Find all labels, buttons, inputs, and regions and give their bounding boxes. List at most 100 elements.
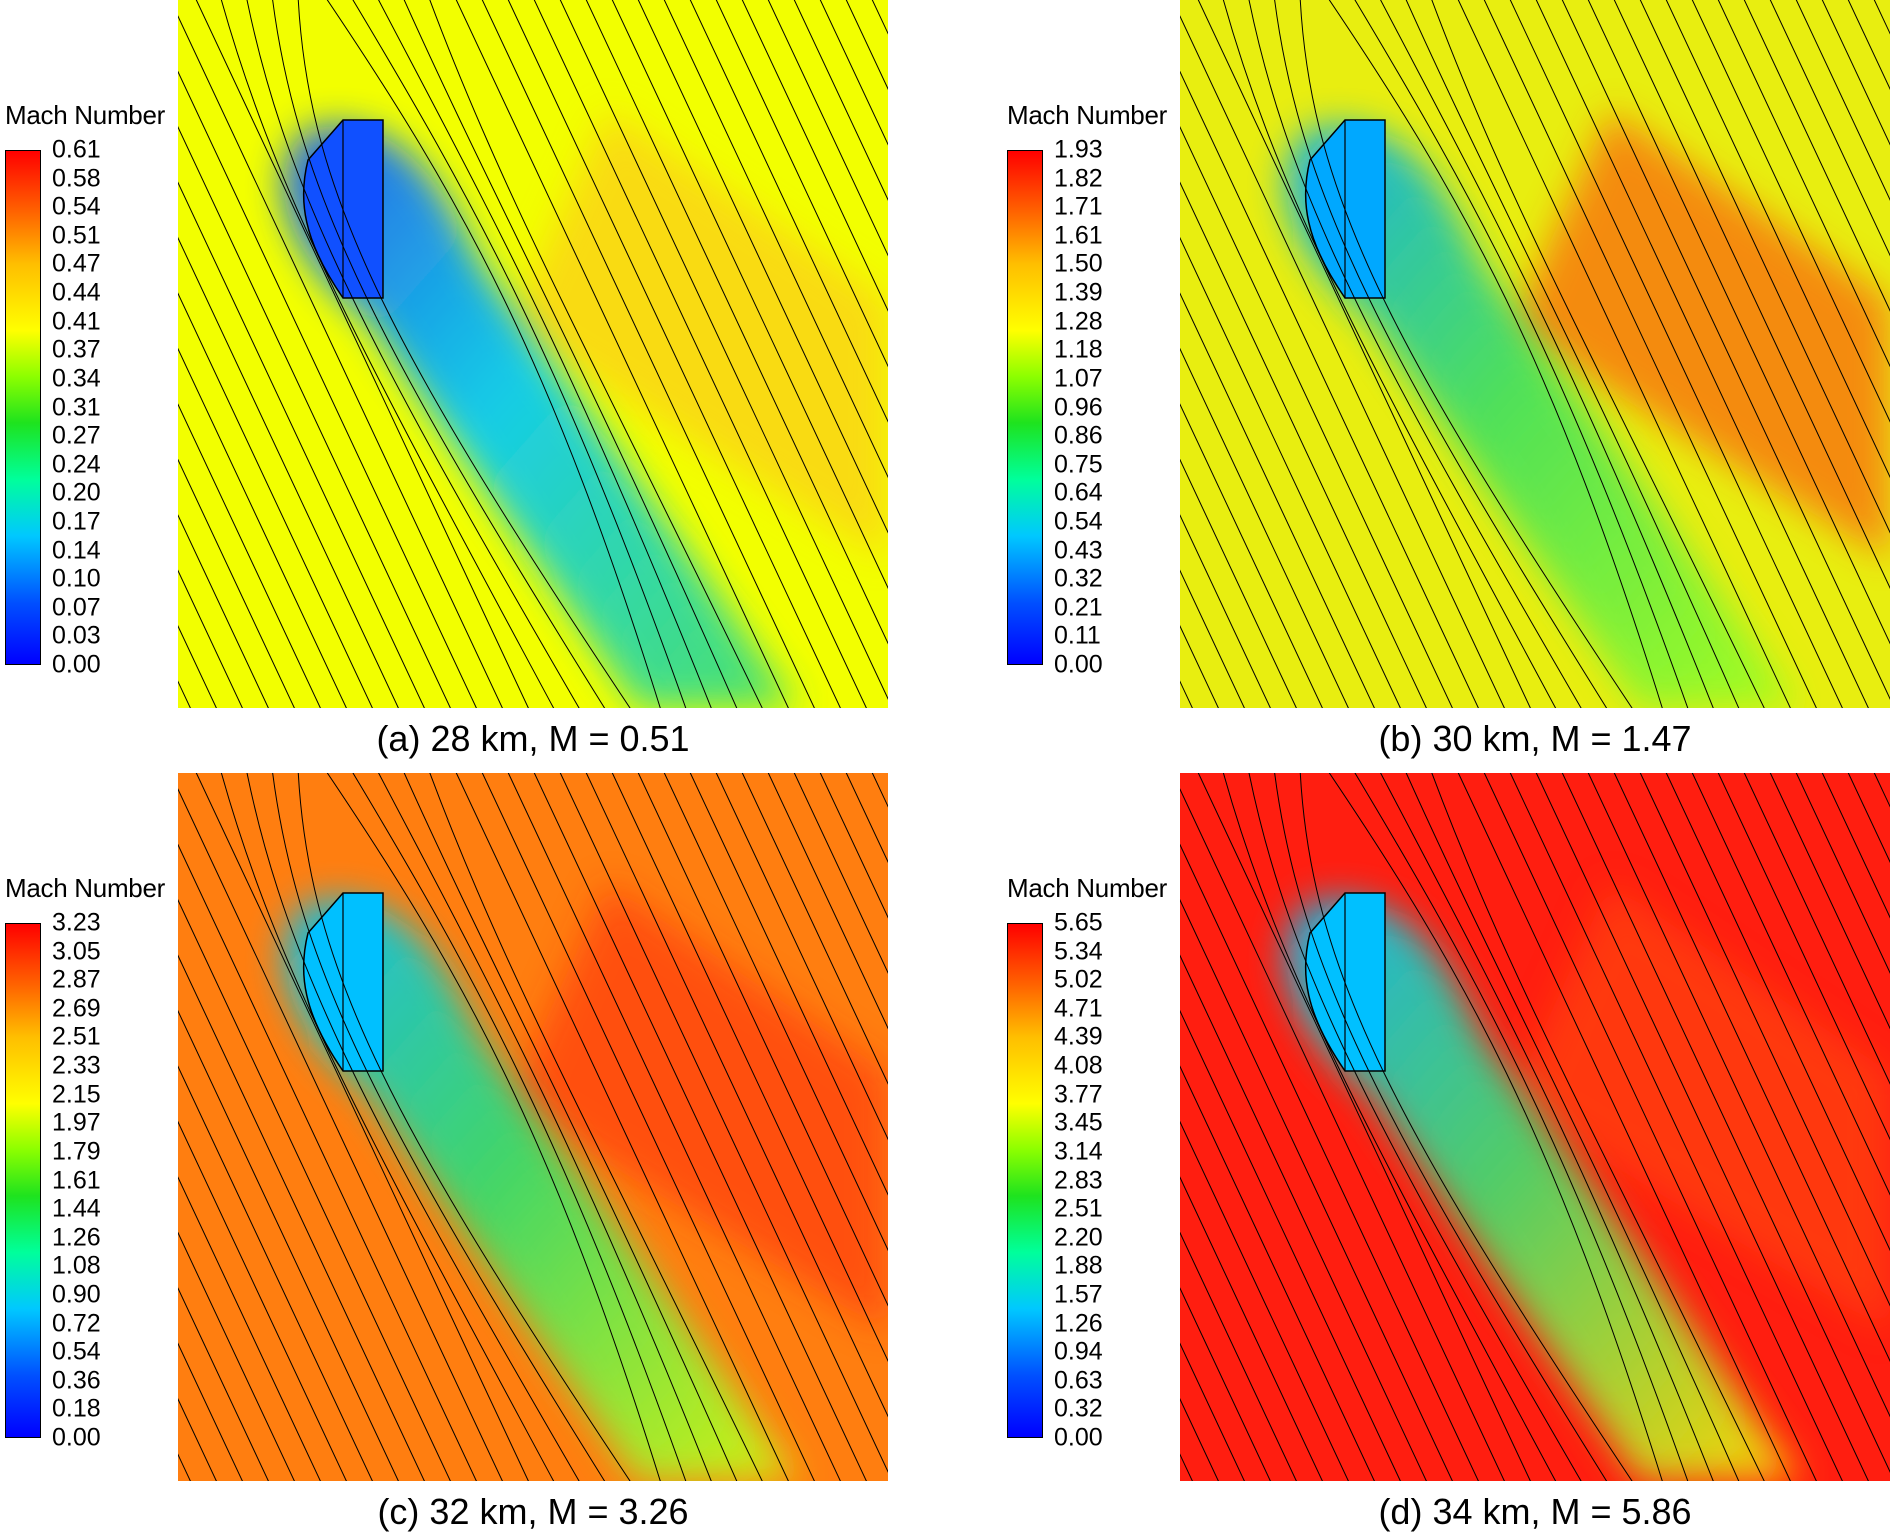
legend-title: Mach Number (1007, 100, 1167, 130)
legend-title: Mach Number (1007, 873, 1167, 903)
colorbar-tick-label: 1.88 (1054, 1251, 1103, 1280)
panel-a: Mach Number 0.61 0.58 0.54 0.51 0.47 0.44 0.41… (0, 0, 945, 767)
colorbar-tick-label: 3.14 (1054, 1137, 1103, 1166)
colorbar-tick-label: 0.00 (52, 1423, 101, 1452)
streamline-plot (1180, 0, 1890, 708)
colorbar-tick-label: 1.26 (1054, 1309, 1103, 1338)
colorbar-tick-label: 2.33 (52, 1051, 101, 1080)
colorbar-tick-label: 0.61 (52, 135, 101, 164)
colorbar-tick-label: 2.51 (52, 1022, 101, 1051)
colorbar-tick-label: 1.50 (1054, 249, 1103, 278)
colorbar-tick-label: 0.36 (52, 1366, 101, 1395)
colorbar-tick-label: 0.58 (52, 164, 101, 193)
flow-field (178, 773, 888, 1481)
colorbar-tick-label: 1.26 (52, 1223, 101, 1252)
colorbar-tick-label: 4.71 (1054, 994, 1103, 1023)
colorbar-tick-label: 3.77 (1054, 1080, 1103, 1109)
colorbar-tick-label: 1.28 (1054, 307, 1103, 336)
colorbar-ticks: 5.65 5.34 5.02 4.71 4.39 4.08 3.77 3.45 3.14 2.83… (1054, 910, 1144, 1450)
colorbar-tick-label: 5.02 (1054, 965, 1103, 994)
colorbar-tick-label: 1.71 (1054, 192, 1103, 221)
colorbar-tick-label: 2.83 (1054, 1166, 1103, 1194)
colorbar-tick-label: 0.44 (52, 278, 101, 307)
panel-d: Mach Number 5.65 5.34 5.02 4.71 4.39 4.08 3.77… (1002, 773, 1891, 1540)
panel-caption: (d) 34 km, M = 5.86 (1378, 1491, 1692, 1532)
colorbar-tick-label: 0.24 (52, 450, 101, 479)
colorbar-tick-label: 1.39 (1054, 278, 1103, 307)
colorbar-ticks: 1.93 1.82 1.71 1.61 1.50 1.39 1.28 1.18 1.07 0.96… (1054, 137, 1144, 677)
colorbar-tick-label: 0.03 (52, 621, 101, 650)
colorbar-tick-label: 1.93 (1054, 135, 1103, 164)
panel-c: Mach Number 3.23 3.05 2.87 2.69 2.51 2.33 2.15… (0, 773, 945, 1540)
streamline-plot (178, 773, 888, 1481)
colorbar-tick-label: 0.54 (1054, 507, 1103, 536)
colorbar-tick-label: 2.87 (52, 965, 101, 994)
colorbar-tick-label: 0.10 (52, 564, 101, 593)
colorbar-tick-label: 1.79 (52, 1137, 101, 1166)
colorbar-ticks: 3.23 3.05 2.87 2.69 2.51 2.33 2.15 1.97 1.79 1.61… (52, 910, 142, 1450)
colorbar-tick-label: 0.86 (1054, 421, 1103, 450)
colorbar-tick-label: 0.00 (1054, 650, 1103, 679)
colorbar-tick-label: 1.82 (1054, 164, 1103, 193)
flow-field (1180, 773, 1890, 1481)
colorbar-tick-label: 0.54 (52, 192, 101, 221)
colorbar-tick-label: 0.27 (52, 421, 101, 450)
colorbar-tick-label: 1.44 (52, 1194, 101, 1223)
panel-caption: (a) 28 km, M = 0.51 (376, 718, 690, 759)
colorbar (1007, 923, 1043, 1438)
colorbar (5, 150, 41, 665)
colorbar-tick-label: 0.41 (52, 307, 101, 336)
colorbar-tick-label: 0.37 (52, 335, 101, 364)
colorbar-tick-label: 1.07 (1054, 364, 1103, 393)
colorbar-ticks: 0.61 0.58 0.54 0.51 0.47 0.44 0.41 0.37 0.34 0.31… (52, 137, 142, 677)
colorbar-tick-label: 1.18 (1054, 335, 1103, 364)
colorbar-tick-label: 0.14 (52, 536, 101, 565)
colorbar-tick-label: 0.75 (1054, 450, 1103, 479)
legend-title: Mach Number (5, 873, 165, 903)
colorbar-tick-label: 1.97 (52, 1108, 101, 1137)
colorbar-tick-label: 4.39 (1054, 1022, 1103, 1051)
flow-field (1180, 0, 1890, 708)
panel-caption: (c) 32 km, M = 3.26 (377, 1491, 689, 1532)
colorbar-tick-label: 2.15 (52, 1080, 101, 1109)
colorbar-tick-label: 3.23 (52, 908, 101, 937)
panel-caption: (b) 30 km, M = 1.47 (1378, 718, 1692, 759)
panel-b: Mach Number 1.93 1.82 1.71 1.61 1.50 1.39 1.28… (1002, 0, 1891, 767)
colorbar-tick-label: 0.07 (52, 593, 101, 622)
colorbar-tick-label: 0.94 (1054, 1337, 1103, 1366)
colorbar-tick-label: 0.54 (52, 1337, 101, 1366)
colorbar-tick-label: 0.34 (52, 364, 101, 393)
colorbar-tick-label: 2.69 (52, 994, 101, 1023)
colorbar-tick-label: 0.32 (1054, 564, 1103, 593)
colorbar-tick-label: 2.51 (1054, 1194, 1103, 1223)
colorbar (5, 923, 41, 1438)
colorbar-tick-label: 0.00 (1054, 1423, 1103, 1452)
streamline-plot (178, 0, 888, 708)
colorbar-tick-label: 2.20 (1054, 1223, 1103, 1252)
colorbar-tick-label: 0.00 (52, 650, 101, 679)
legend-title: Mach Number (5, 100, 165, 130)
colorbar (1007, 150, 1043, 665)
colorbar-tick-label: 1.61 (1054, 221, 1103, 250)
colorbar-tick-label: 0.47 (52, 249, 101, 278)
colorbar-tick-label: 1.61 (52, 1166, 101, 1194)
colorbar-tick-label: 5.34 (1054, 937, 1103, 966)
colorbar-tick-label: 5.65 (1054, 908, 1103, 937)
colorbar-tick-label: 0.43 (1054, 536, 1103, 565)
colorbar-tick-label: 4.08 (1054, 1051, 1103, 1080)
colorbar-tick-label: 0.64 (1054, 478, 1103, 507)
colorbar-tick-label: 0.11 (1054, 621, 1101, 650)
colorbar-tick-label: 0.31 (52, 393, 101, 421)
colorbar-tick-label: 0.72 (52, 1309, 101, 1338)
colorbar-tick-label: 0.18 (52, 1394, 101, 1423)
colorbar-tick-label: 0.90 (52, 1280, 101, 1309)
colorbar-tick-label: 3.05 (52, 937, 101, 966)
streamline-plot (1180, 773, 1890, 1481)
colorbar-tick-label: 1.08 (52, 1251, 101, 1280)
colorbar-tick-label: 0.21 (1054, 593, 1103, 622)
colorbar-tick-label: 0.63 (1054, 1366, 1103, 1395)
colorbar-tick-label: 0.32 (1054, 1394, 1103, 1423)
colorbar-tick-label: 0.20 (52, 478, 101, 507)
colorbar-tick-label: 3.45 (1054, 1108, 1103, 1137)
flow-field (178, 0, 888, 708)
